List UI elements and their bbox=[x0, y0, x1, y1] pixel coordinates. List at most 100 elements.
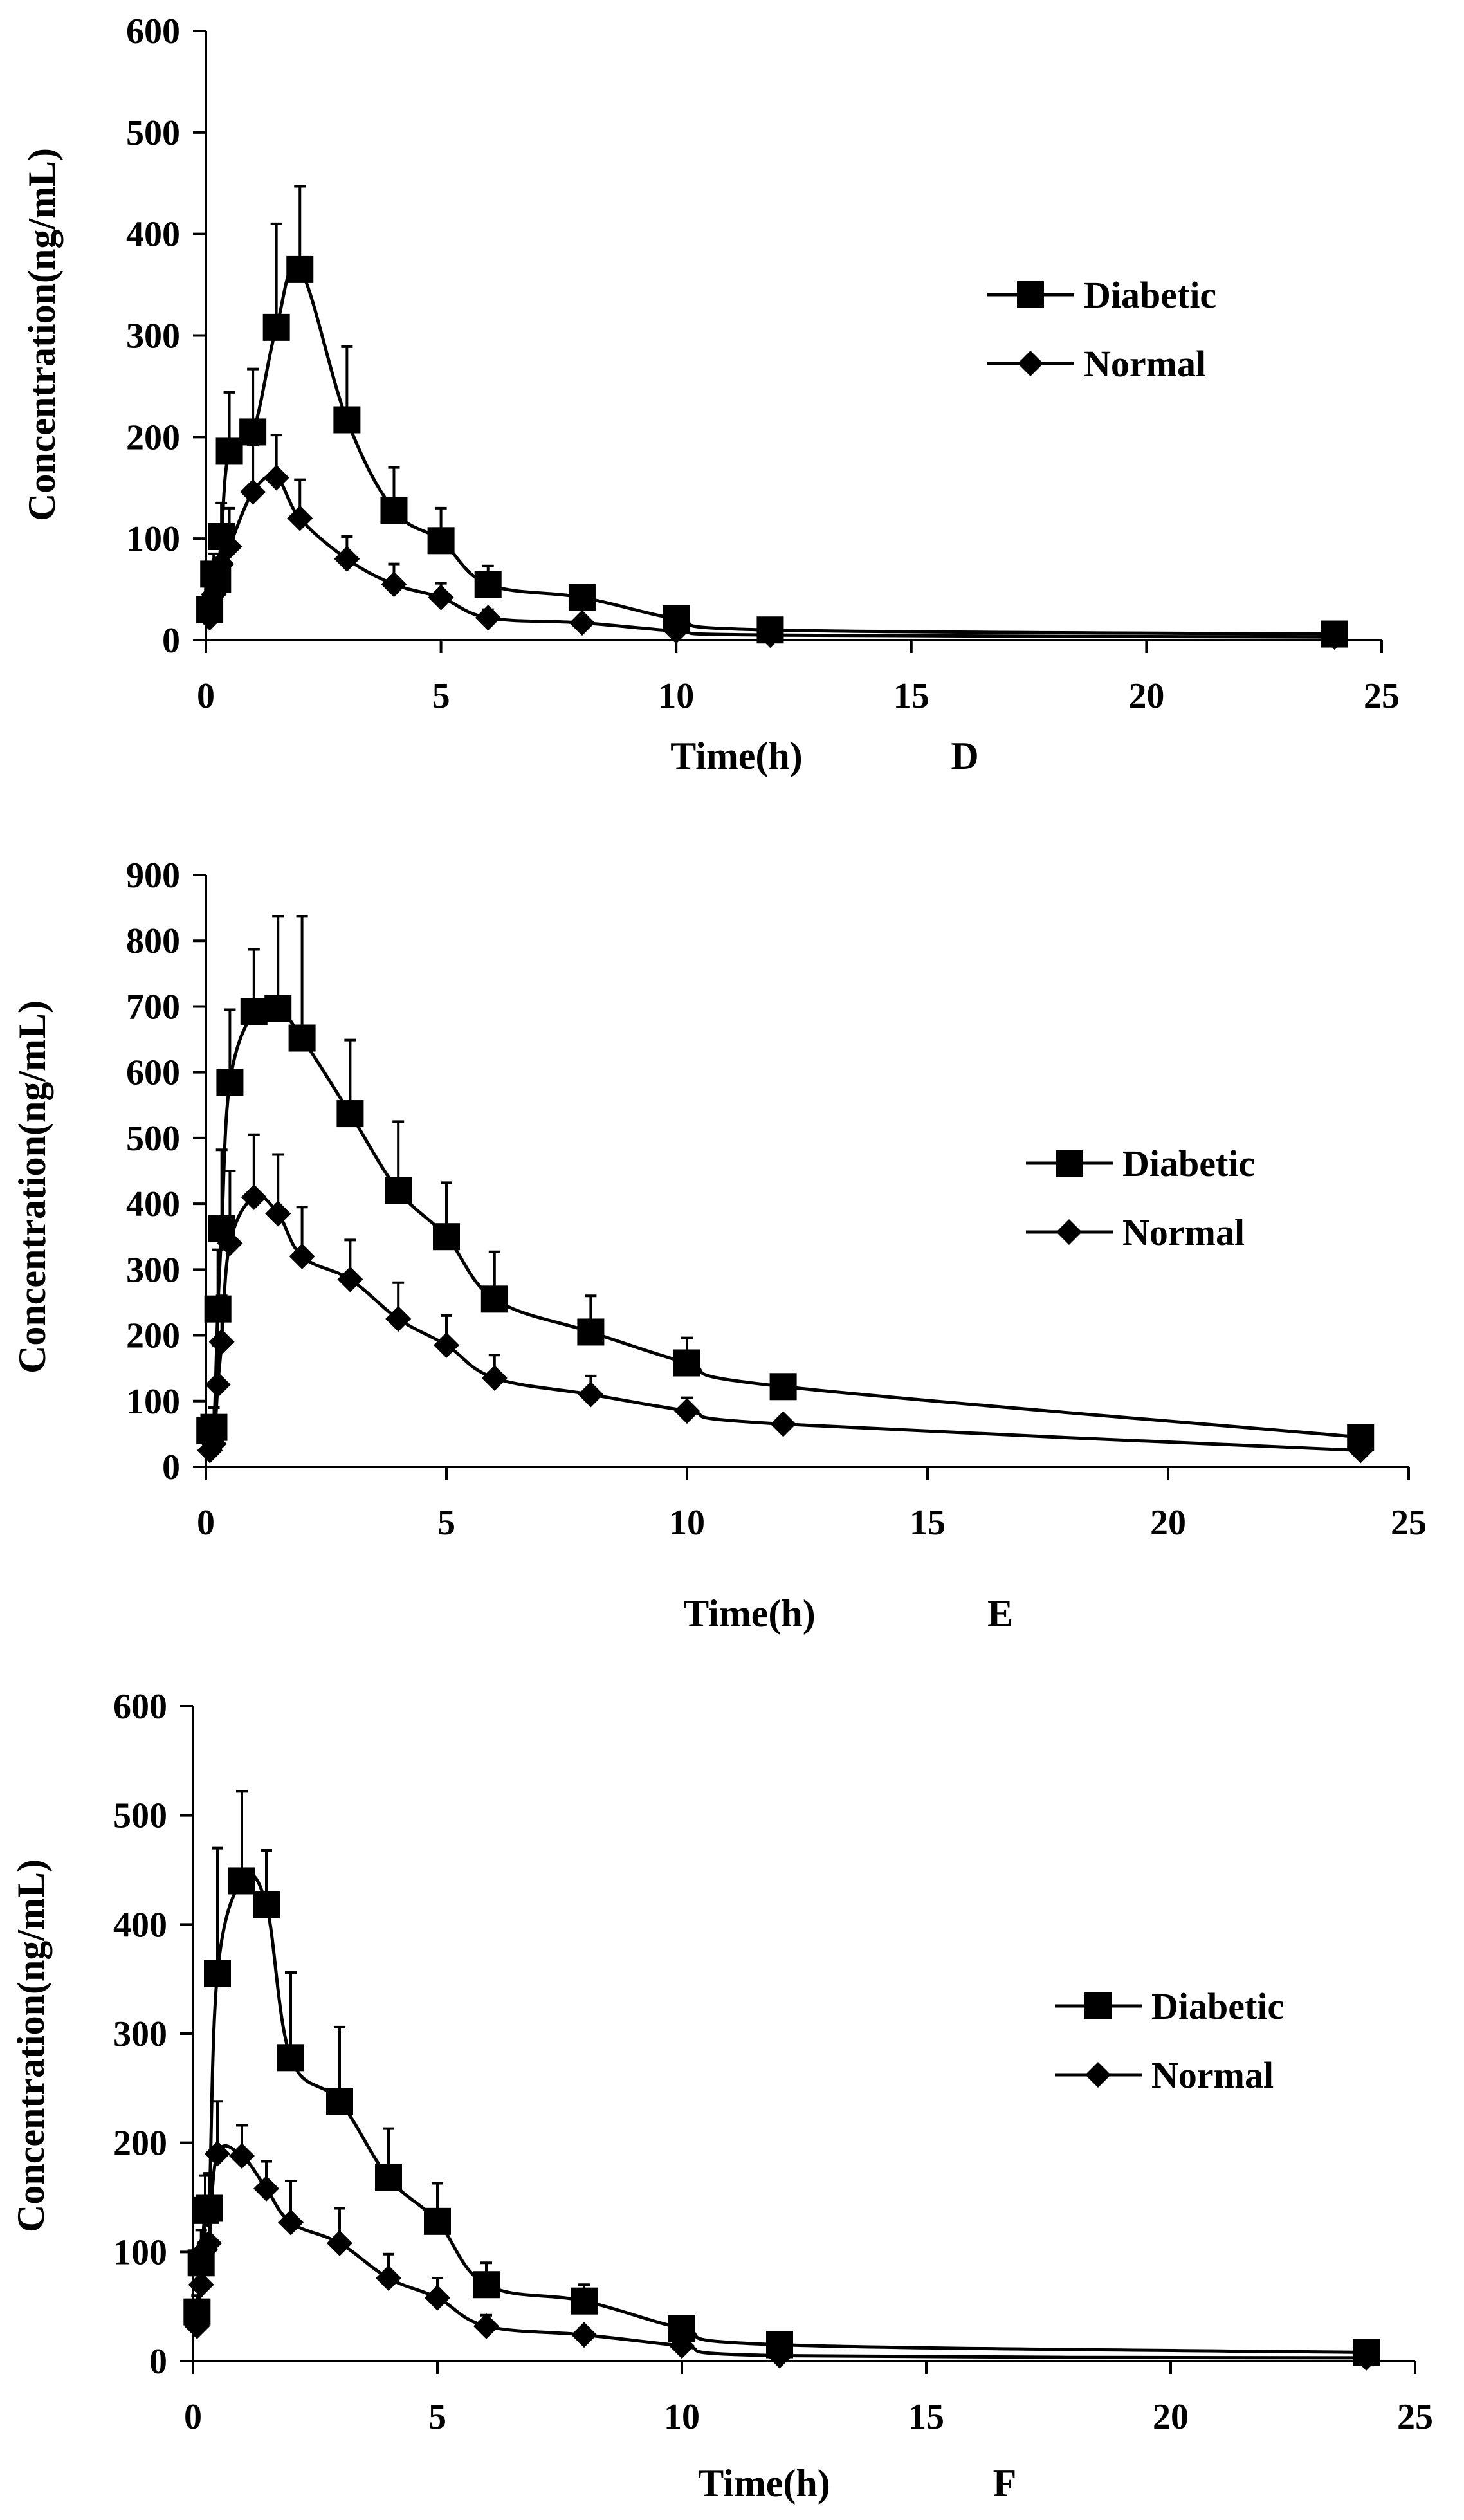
panel-f-y-tick-label: 200 bbox=[113, 2124, 167, 2164]
panel-e-diabetic-point bbox=[336, 1100, 364, 1128]
panel-f-letter: F bbox=[993, 2462, 1017, 2505]
panel-e-x-tick-label: 20 bbox=[1150, 1503, 1186, 1543]
panel-e-diabetic-point bbox=[264, 995, 292, 1022]
panel-d-normal-point bbox=[757, 622, 783, 648]
panel-d-y-tick-label: 600 bbox=[126, 12, 180, 51]
panel-e-y-tick-label: 200 bbox=[126, 1316, 180, 1356]
panel-f: 0 100 200 300 400 500 600 0 5 10 15 20 25 Concentrat… bbox=[10, 1687, 1433, 2505]
panel-d-diabetic-point bbox=[239, 418, 267, 446]
panel-f-x-tick-label: 10 bbox=[664, 2397, 700, 2437]
panel-f-x-tick-label: 20 bbox=[1153, 2397, 1189, 2437]
panel-d-legend-diabetic-marker bbox=[1017, 281, 1044, 308]
panel-f-normal-point bbox=[1353, 2344, 1379, 2371]
panel-d-y-tick-label: 100 bbox=[126, 519, 180, 559]
panel-d-normal-point bbox=[205, 576, 231, 603]
panel-e-x-tick-label: 0 bbox=[197, 1503, 215, 1543]
panel-d-ticks: 0 100 200 300 400 500 600 0 5 10 15 20 25 bbox=[126, 12, 1400, 716]
panel-d-normal-point bbox=[381, 571, 407, 598]
panel-e-diabetic-point bbox=[204, 1295, 232, 1323]
panel-e-legend-normal-label: Normal bbox=[1122, 1211, 1245, 1253]
panel-e-ticks: 0 100 200 300 400 500 600 700 800 900 0 5 10 15 20 25 bbox=[126, 856, 1427, 1543]
panel-d-normal-line bbox=[208, 474, 1335, 639]
panel-e-y-tick-label: 800 bbox=[126, 921, 180, 961]
panel-e-y-tick-label: 600 bbox=[126, 1053, 180, 1093]
panel-e-y-tick-label: 100 bbox=[126, 1382, 180, 1422]
panel-f-y-tick-label: 0 bbox=[149, 2342, 167, 2382]
panel-e-normal-point bbox=[434, 1332, 459, 1358]
panel-d-x-tick-label: 5 bbox=[432, 676, 450, 716]
panel-e-normal-point bbox=[265, 1200, 291, 1227]
panel-f-diabetic-point bbox=[228, 1867, 255, 1895]
panel-e-y-tick-label: 500 bbox=[126, 1119, 180, 1159]
panel-e-normal-point bbox=[289, 1243, 315, 1269]
panel-e-y-tick-label: 300 bbox=[126, 1250, 180, 1290]
panel-e-x-tick-label: 5 bbox=[437, 1503, 455, 1543]
panel-e-normal-point bbox=[578, 1381, 604, 1408]
panel-d-y-tick-label: 300 bbox=[126, 317, 180, 356]
panel-f-legend-normal-marker bbox=[1085, 2062, 1111, 2088]
panel-d-normal-point bbox=[663, 618, 690, 644]
panel-f-normal-point bbox=[253, 2175, 279, 2202]
panel-d-normal-point bbox=[428, 584, 454, 611]
panel-e-legend: Diabetic Normal bbox=[1026, 1143, 1255, 1253]
panel-f-y-tick-label: 100 bbox=[113, 2232, 167, 2272]
panel-f-y-tick-label: 300 bbox=[113, 2014, 167, 2054]
panel-e-legend-diabetic-marker bbox=[1056, 1150, 1083, 1177]
panel-d-legend: Diabetic Normal bbox=[987, 274, 1216, 385]
panel-d-normal-point bbox=[1321, 624, 1348, 650]
panel-d-legend-normal-label: Normal bbox=[1084, 343, 1206, 385]
panel-f-x-tick-label: 0 bbox=[184, 2397, 202, 2437]
panel-d-diabetic-point bbox=[380, 496, 408, 524]
panel-e-normal-point bbox=[770, 1411, 796, 1437]
panel-e-y-axis-title: Concentration(ng/mL) bbox=[11, 1000, 53, 1374]
panel-e-normal-point bbox=[481, 1365, 508, 1391]
panel-f-x-tick-label: 15 bbox=[908, 2397, 944, 2437]
panel-e-y-tick-label: 400 bbox=[126, 1184, 180, 1224]
panel-d-y-tick-label: 0 bbox=[162, 621, 180, 661]
panel-f-diabetic-point bbox=[571, 2287, 598, 2315]
panel-f-legend-diabetic-label: Diabetic bbox=[1151, 1985, 1284, 2027]
panel-d-x-axis-title: Time(h) bbox=[670, 735, 803, 777]
panel-f-normal-point bbox=[229, 2143, 255, 2169]
panel-f-x-tick-label: 5 bbox=[428, 2397, 446, 2437]
panel-d-diabetic-point bbox=[427, 527, 455, 555]
panel-d-normal-point bbox=[475, 605, 501, 631]
panel-f-diabetic-point bbox=[326, 2088, 353, 2115]
panel-e-normal-point bbox=[385, 1306, 412, 1332]
panel-e-letter: E bbox=[987, 1592, 1013, 1635]
panel-f-normal-point bbox=[473, 2313, 499, 2339]
panel-e-x-axis-title: Time(h) bbox=[683, 1592, 816, 1635]
panel-f-legend-normal-label: Normal bbox=[1151, 2054, 1274, 2096]
panel-d-diabetic-point bbox=[286, 255, 314, 283]
panel-e-y-tick-label: 700 bbox=[126, 987, 180, 1027]
panel-f-normal-point bbox=[327, 2230, 352, 2256]
panel-f-diabetic-point bbox=[473, 2271, 500, 2299]
panel-e-normal-point bbox=[208, 1329, 235, 1355]
panel-d-y-axis-title: Concentration(ng/mL) bbox=[21, 148, 63, 521]
panel-f-normal-point bbox=[571, 2322, 597, 2348]
panel-d-normal-point bbox=[216, 533, 242, 560]
panel-d-y-tick-label: 200 bbox=[126, 418, 180, 457]
panel-d-diabetic-point bbox=[215, 437, 243, 465]
panel-e-diabetic-point bbox=[385, 1177, 412, 1204]
panel-e-legend-diabetic-label: Diabetic bbox=[1122, 1143, 1255, 1184]
panel-e-diabetic-point bbox=[769, 1373, 797, 1401]
panel-d-legend-normal-marker bbox=[1018, 351, 1043, 376]
panel-f-diabetic-point bbox=[424, 2207, 451, 2235]
panel-e-x-tick-label: 10 bbox=[669, 1503, 705, 1543]
panel-d-x-tick-label: 15 bbox=[893, 676, 929, 716]
panel-e-normal-point bbox=[337, 1266, 363, 1292]
panel-f-normal-point bbox=[188, 2272, 214, 2298]
panel-e-normal-point bbox=[1348, 1437, 1374, 1464]
panel-f-normal-line bbox=[195, 2144, 1367, 2360]
panel-d-letter: D bbox=[951, 735, 978, 777]
panel-e-marks bbox=[196, 915, 1375, 1464]
panel-d-normal-point bbox=[197, 605, 223, 631]
panel-d-diabetic-point bbox=[474, 571, 502, 598]
panel-e-legend-normal-marker bbox=[1056, 1219, 1082, 1245]
panel-e-diabetic-point bbox=[240, 998, 268, 1025]
panel-d-y-tick-label: 500 bbox=[126, 113, 180, 153]
panel-d-diabetic-point bbox=[333, 406, 361, 434]
panel-d-normal-point bbox=[334, 546, 360, 572]
panel-e-diabetic-point bbox=[433, 1223, 460, 1251]
